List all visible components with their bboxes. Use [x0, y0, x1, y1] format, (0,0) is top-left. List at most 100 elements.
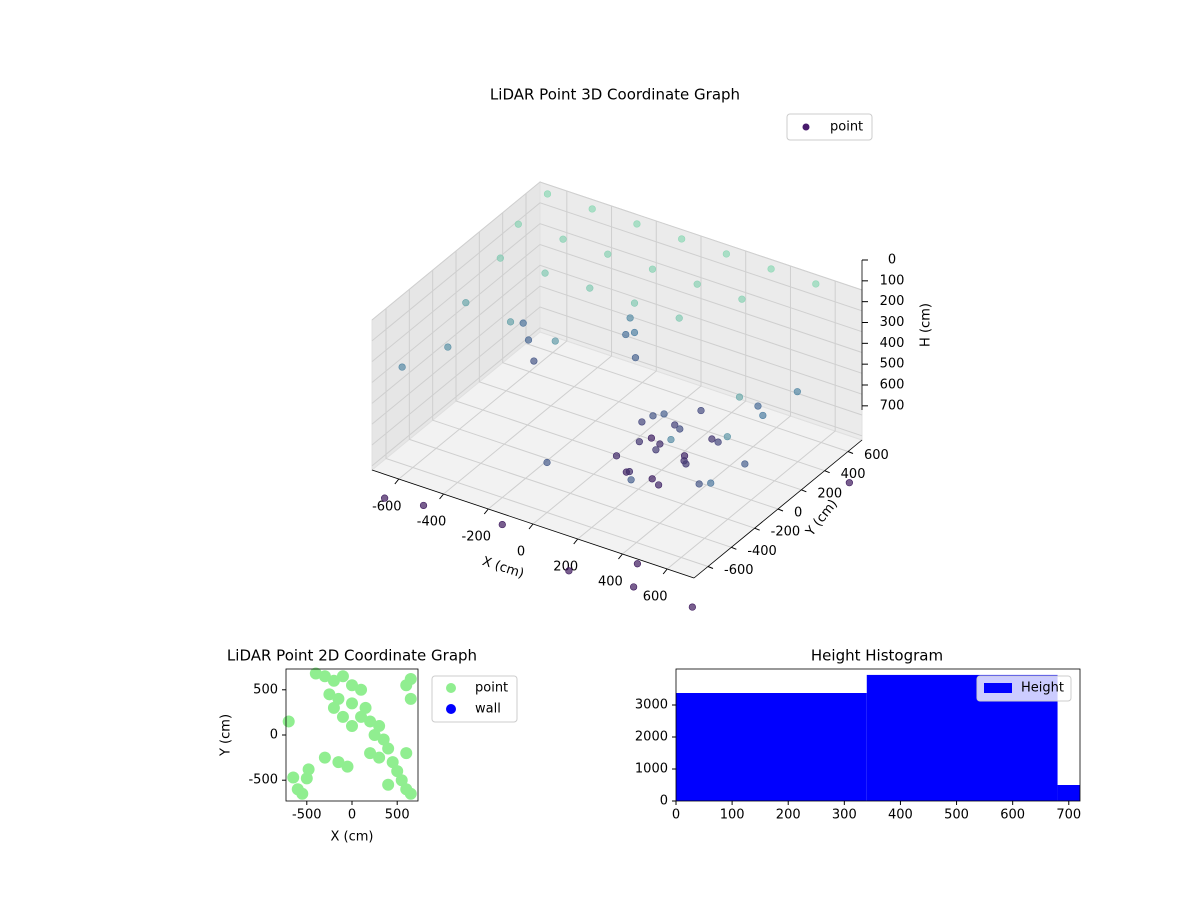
- point: [767, 265, 775, 273]
- point: [398, 363, 406, 371]
- grid-line: [577, 251, 747, 540]
- grid-line: [371, 202, 863, 342]
- x-tick-label: -200: [462, 530, 492, 545]
- point: [336, 670, 349, 683]
- point: [327, 674, 340, 687]
- y-axis-line: [693, 439, 863, 579]
- legend-label: Height: [1021, 681, 1064, 696]
- point: [622, 330, 630, 339]
- point: [565, 567, 573, 575]
- grid-line: [432, 270, 755, 529]
- point: [759, 411, 767, 420]
- z-tick-label: 200: [880, 294, 905, 309]
- legend-marker: [446, 683, 456, 693]
- axes-frame: [675, 668, 1081, 802]
- point: [738, 295, 746, 303]
- grid-line: [666, 281, 836, 570]
- point: [332, 756, 345, 769]
- point: [559, 235, 567, 243]
- x-tick-label: 500: [944, 808, 969, 823]
- y-tick-label: 600: [864, 448, 889, 463]
- point: [723, 433, 731, 441]
- y-tick-label: 400: [841, 467, 866, 482]
- point: [812, 280, 820, 288]
- point: [404, 672, 417, 685]
- point: [707, 479, 715, 487]
- point: [282, 715, 295, 728]
- point: [655, 481, 663, 489]
- z-tick-label: 600: [880, 378, 905, 393]
- point: [612, 452, 621, 460]
- point: [638, 418, 646, 426]
- y-tick-label: 200: [817, 486, 842, 501]
- point: [506, 318, 515, 326]
- grid-line: [371, 181, 863, 321]
- grid-line: [622, 266, 791, 555]
- y-tick: [754, 527, 760, 531]
- grid-line: [408, 289, 732, 548]
- point: [678, 235, 686, 243]
- point: [386, 756, 399, 769]
- x-tick-label: 600: [1000, 808, 1025, 823]
- bar: [1057, 785, 1080, 801]
- grid-line: [371, 264, 863, 404]
- point: [675, 314, 683, 322]
- point: [318, 670, 331, 683]
- x-tick: [662, 568, 668, 575]
- point: [296, 787, 309, 800]
- y-tick-label: -200: [771, 525, 801, 540]
- z-tick-label: 400: [880, 336, 905, 351]
- point: [346, 719, 358, 732]
- z-tick-label: 300: [880, 315, 905, 330]
- point: [604, 250, 612, 258]
- y-tick: [824, 470, 830, 474]
- z-tick-label: 500: [880, 357, 905, 372]
- y-tick: [801, 489, 807, 493]
- legend-patch: [984, 683, 1012, 693]
- grid-line: [532, 236, 702, 525]
- point: [708, 435, 716, 443]
- point: [667, 435, 675, 444]
- z-tick-label: 700: [880, 398, 905, 413]
- x-tick-label: 500: [385, 808, 410, 823]
- point: [635, 438, 643, 446]
- point: [630, 328, 639, 337]
- legend-box: [786, 113, 873, 141]
- point: [735, 393, 744, 401]
- point: [648, 475, 656, 483]
- y-tick-label: 1000: [635, 762, 668, 777]
- point: [586, 284, 594, 292]
- point: [543, 190, 552, 198]
- point: [660, 410, 668, 418]
- x-axis-label: X (cm): [331, 830, 374, 845]
- y-tick-label: 0: [660, 794, 668, 809]
- grid-line: [455, 251, 779, 510]
- point: [652, 446, 660, 454]
- point: [649, 412, 657, 420]
- y-tick-label: 3000: [635, 698, 668, 713]
- point: [444, 343, 452, 351]
- x-tick: [483, 508, 489, 515]
- legend-marker: [446, 704, 456, 714]
- point: [697, 406, 705, 415]
- x-tick-label: 700: [1056, 808, 1081, 823]
- grid-line: [502, 212, 825, 472]
- point: [364, 715, 377, 728]
- point: [346, 679, 358, 692]
- grid-line: [525, 193, 849, 452]
- point: [346, 697, 358, 710]
- y-tick-label: 2000: [635, 730, 668, 745]
- point: [462, 299, 470, 307]
- x-tick-label: 0: [348, 808, 356, 823]
- point: [355, 710, 368, 723]
- point: [633, 220, 641, 228]
- legend-marker: [802, 123, 810, 131]
- point: [496, 254, 504, 262]
- grid-line: [371, 285, 863, 425]
- y-tick: [777, 508, 784, 512]
- x-tick-label: 0: [517, 545, 525, 560]
- y-tick: [847, 451, 854, 454]
- point: [400, 747, 413, 760]
- x-tick-label: -600: [372, 500, 402, 515]
- point: [551, 337, 559, 345]
